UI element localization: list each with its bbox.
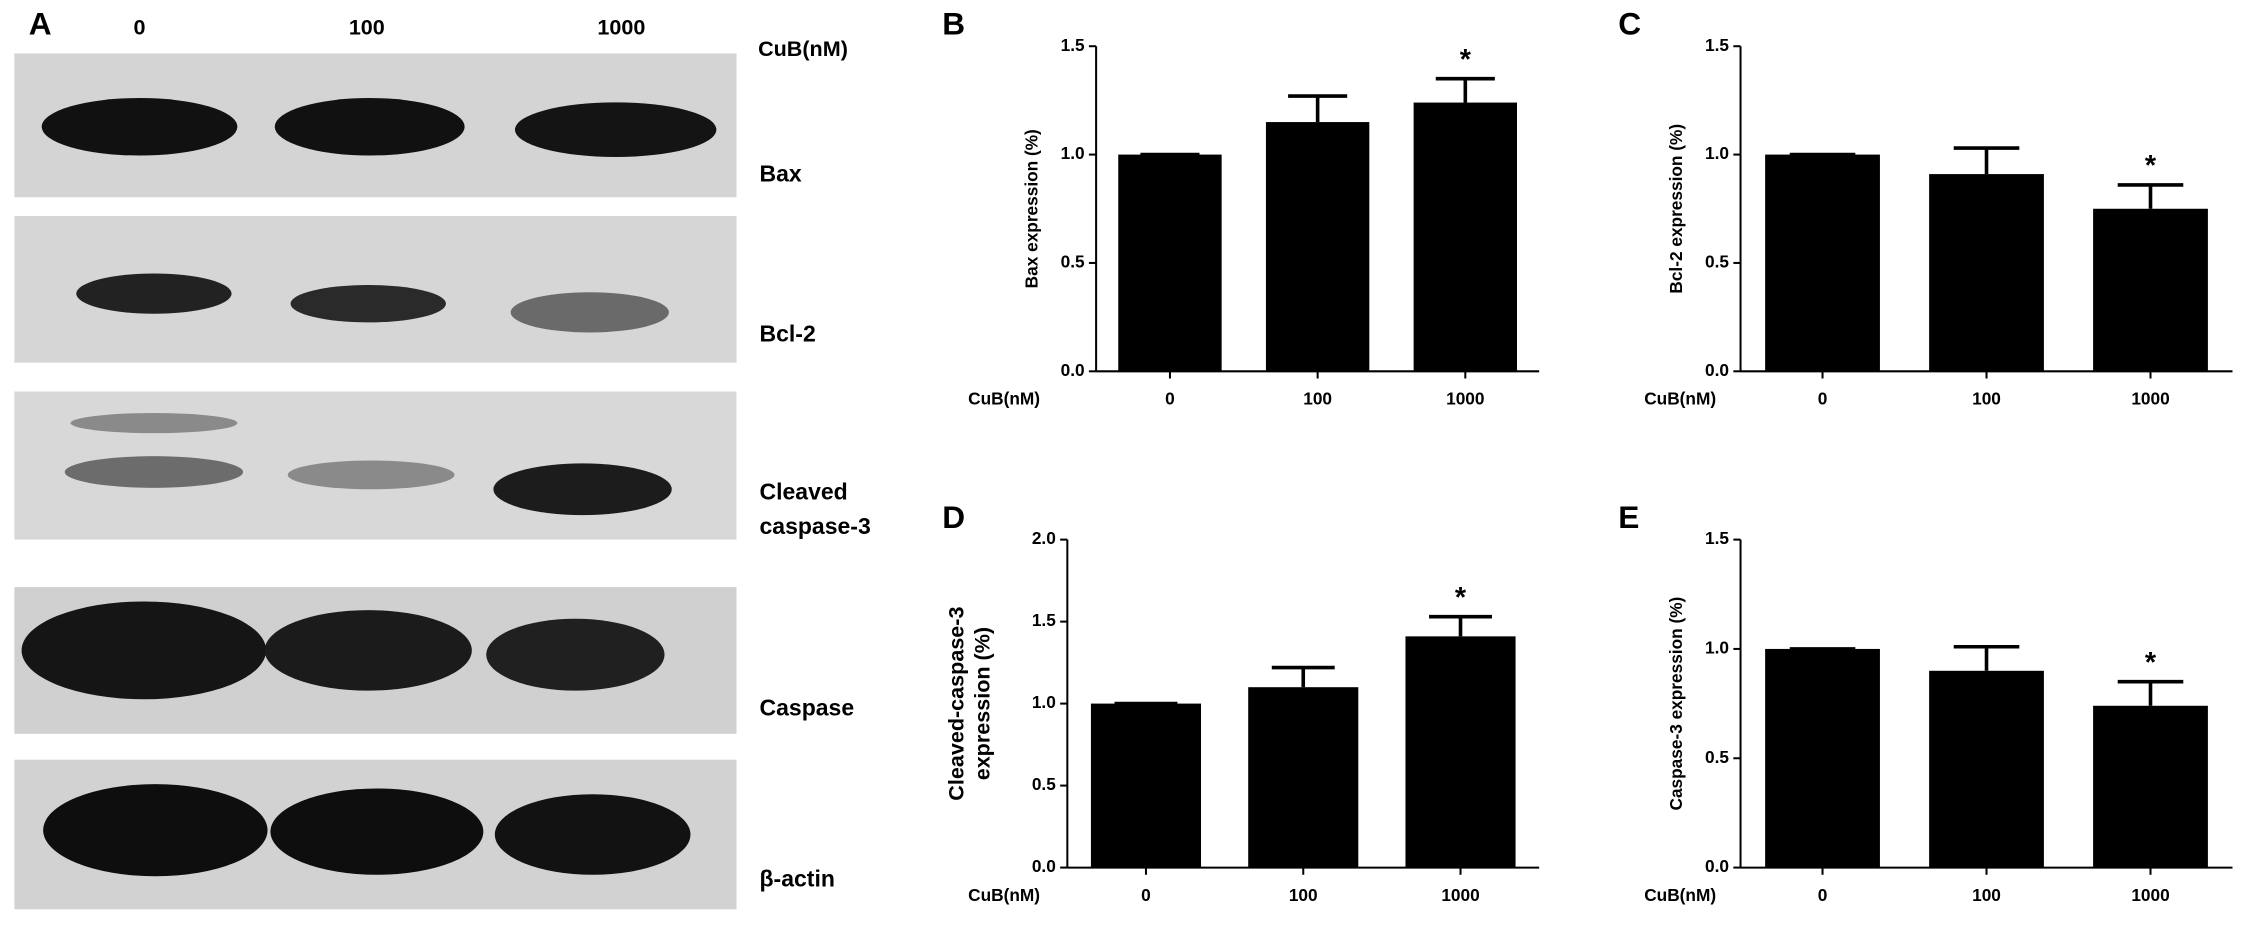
dose-label: 100 — [349, 15, 385, 40]
panel-label: A — [29, 5, 52, 41]
x-axis-label: CuB(nM) — [1644, 389, 1716, 409]
y-tick-label: 0.5 — [1705, 252, 1729, 272]
y-tick-label: 1.5 — [1705, 35, 1729, 55]
y-axis-label: Bax expression (%) — [1021, 129, 1041, 288]
x-axis-label: CuB(nM) — [968, 389, 1040, 409]
band-label: Cleaved — [760, 479, 848, 505]
bar — [1118, 154, 1222, 372]
x-tick-label: 100 — [1972, 885, 2001, 905]
blot-band — [70, 413, 238, 434]
blot-band — [21, 601, 267, 700]
bar — [1765, 154, 1880, 372]
bar — [2093, 705, 2208, 868]
x-axis-label: CuB(nM) — [968, 885, 1040, 905]
unit-label: CuB(nM) — [758, 36, 848, 61]
y-axis-label: Cleaved-caspase-3 — [944, 606, 969, 800]
x-tick-label: 0 — [1165, 389, 1175, 409]
y-tick-label: 1.5 — [1705, 528, 1729, 548]
bar — [1929, 174, 2044, 372]
x-tick-label: 0 — [1818, 885, 1828, 905]
y-tick-label: 0.5 — [1032, 774, 1056, 794]
blot-band — [76, 273, 232, 314]
blot-band — [41, 98, 238, 156]
panel-label: B — [942, 5, 965, 41]
y-tick-label: 1.5 — [1061, 35, 1085, 55]
y-tick-label: 0.0 — [1032, 856, 1056, 876]
band-label: caspase-3 — [760, 513, 871, 539]
bar — [1765, 648, 1880, 868]
dose-label: 1000 — [597, 15, 645, 40]
y-tick-label: 1.0 — [1032, 692, 1056, 712]
y-tick-label: 1.0 — [1705, 143, 1729, 163]
x-tick-label: 100 — [1303, 389, 1332, 409]
band-label: β-actin — [760, 866, 835, 892]
blot-band — [264, 610, 472, 691]
bar — [1090, 703, 1202, 868]
y-axis-label: expression (%) — [970, 627, 995, 780]
x-tick-label: 100 — [1289, 885, 1318, 905]
y-axis-label: Bcl-2 expression (%) — [1666, 124, 1686, 294]
significance-mark: * — [1460, 44, 1472, 76]
x-tick-label: 1000 — [1446, 389, 1484, 409]
panel-label: D — [942, 499, 965, 535]
panel-label: C — [1618, 5, 1641, 41]
y-tick-label: 1.5 — [1032, 610, 1056, 630]
western-blot — [14, 53, 737, 910]
blot-band — [270, 788, 484, 875]
blot-band — [274, 98, 465, 156]
band-label: Caspase — [760, 694, 855, 720]
y-tick-label: 1.0 — [1705, 637, 1729, 657]
band-label: Bcl-2 — [760, 320, 816, 346]
y-axis-label: Caspase-3 expression (%) — [1666, 597, 1686, 811]
y-tick-label: 2.0 — [1032, 528, 1056, 548]
x-tick-label: 0 — [1141, 885, 1151, 905]
y-tick-label: 0.5 — [1705, 747, 1729, 767]
x-axis-label: CuB(nM) — [1644, 885, 1716, 905]
bar — [1929, 670, 2044, 868]
band-label: Bax — [760, 161, 802, 187]
bar — [1405, 636, 1516, 868]
significance-mark: * — [1455, 582, 1467, 614]
bar — [1413, 102, 1518, 372]
blot-band — [287, 460, 455, 490]
blot-band — [64, 456, 244, 488]
y-tick-label: 0.5 — [1061, 252, 1085, 272]
bar — [1265, 122, 1370, 372]
blot-band — [486, 618, 665, 691]
bar — [1248, 687, 1359, 868]
bar — [2093, 208, 2208, 372]
y-tick-label: 0.0 — [1705, 856, 1729, 876]
x-tick-label: 1000 — [2131, 389, 2169, 409]
x-tick-label: 100 — [1972, 389, 2001, 409]
blot-band — [494, 794, 691, 875]
blot-band — [510, 292, 669, 333]
x-tick-label: 1000 — [1441, 885, 1479, 905]
blot-band — [493, 463, 672, 516]
dose-label: 0 — [134, 15, 146, 40]
blot-band — [514, 102, 717, 157]
significance-mark: * — [2145, 647, 2157, 679]
y-tick-label: 1.0 — [1061, 143, 1085, 163]
blot-band — [290, 285, 446, 323]
panel-label: E — [1618, 499, 1639, 535]
x-tick-label: 1000 — [2131, 885, 2169, 905]
x-tick-label: 0 — [1818, 389, 1828, 409]
blot-band — [43, 784, 268, 877]
y-tick-label: 0.0 — [1705, 360, 1729, 380]
y-tick-label: 0.0 — [1061, 360, 1085, 380]
significance-mark: * — [2145, 150, 2157, 182]
